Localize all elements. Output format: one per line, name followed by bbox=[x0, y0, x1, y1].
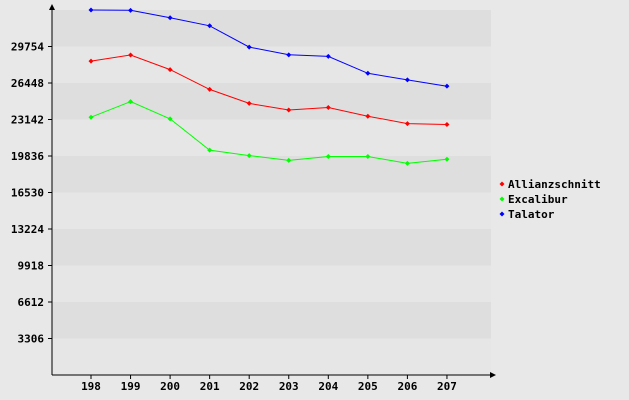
data-point bbox=[88, 114, 94, 120]
data-point bbox=[88, 58, 94, 64]
legend-label: Excalibur bbox=[508, 193, 568, 206]
data-point bbox=[325, 53, 331, 59]
series-talator bbox=[88, 7, 450, 89]
data-point bbox=[444, 156, 450, 162]
series-layer bbox=[88, 7, 450, 166]
grid-band bbox=[52, 46, 491, 83]
data-point bbox=[365, 113, 371, 119]
data-point bbox=[404, 121, 410, 127]
legend-marker-icon bbox=[499, 181, 505, 187]
data-point bbox=[444, 83, 450, 89]
legend-marker-icon bbox=[499, 196, 505, 202]
grid-band bbox=[52, 10, 491, 47]
x-tick-label: 203 bbox=[279, 380, 299, 393]
data-point bbox=[167, 15, 173, 21]
data-point bbox=[167, 116, 173, 122]
grid-band bbox=[52, 83, 491, 120]
data-point bbox=[246, 153, 252, 159]
data-point bbox=[88, 7, 94, 13]
series-line bbox=[90, 101, 447, 164]
data-point bbox=[167, 67, 173, 73]
x-tick-label: 202 bbox=[239, 380, 259, 393]
data-point bbox=[207, 23, 213, 29]
x-axis-arrow-icon bbox=[490, 372, 496, 378]
legend: Allianzschnitt Excalibur Talator bbox=[499, 178, 601, 221]
x-tick-label: 201 bbox=[200, 380, 220, 393]
y-tick-label: 16530 bbox=[11, 187, 44, 200]
data-point bbox=[246, 44, 252, 50]
data-point bbox=[286, 52, 292, 58]
data-point bbox=[128, 99, 134, 105]
x-tick-label: 200 bbox=[160, 380, 180, 393]
grid-band bbox=[52, 338, 491, 375]
x-tick-label: 204 bbox=[318, 380, 338, 393]
legend-marker-icon bbox=[499, 211, 505, 217]
x-tick-label: 207 bbox=[437, 380, 457, 393]
data-point bbox=[286, 107, 292, 113]
data-point bbox=[246, 100, 252, 106]
axes bbox=[49, 4, 496, 378]
data-point bbox=[404, 160, 410, 166]
y-tick-label: 26448 bbox=[11, 77, 44, 90]
y-tick-label: 19836 bbox=[11, 150, 44, 163]
grid-band bbox=[52, 119, 491, 156]
grid-bands bbox=[52, 10, 491, 375]
x-tick-label: 206 bbox=[397, 380, 417, 393]
data-point bbox=[325, 104, 331, 110]
x-tick-label: 205 bbox=[358, 380, 378, 393]
y-tick-label: 23142 bbox=[11, 114, 44, 127]
legend-item: Allianzschnitt bbox=[499, 178, 601, 191]
legend-label: Talator bbox=[508, 208, 555, 221]
y-tick-label: 9918 bbox=[18, 260, 45, 273]
data-point bbox=[404, 77, 410, 83]
grid-band bbox=[52, 192, 491, 229]
y-axis-arrow-icon bbox=[49, 4, 55, 10]
y-tick-label: 3306 bbox=[18, 333, 45, 346]
x-axis-ticks: 198 199 200 201 202 203 204 205 206 207 bbox=[81, 375, 457, 393]
legend-label: Allianzschnitt bbox=[508, 178, 601, 191]
grid-band bbox=[52, 229, 491, 266]
y-tick-label: 29754 bbox=[11, 41, 44, 54]
series-allianzschnitt bbox=[88, 52, 450, 127]
series-line bbox=[90, 9, 447, 87]
series-line bbox=[90, 54, 447, 125]
series-excalibur bbox=[88, 99, 450, 166]
data-point bbox=[207, 147, 213, 153]
x-tick-label: 199 bbox=[121, 380, 141, 393]
data-point bbox=[207, 86, 213, 92]
data-point bbox=[128, 7, 134, 13]
legend-item: Excalibur bbox=[499, 193, 568, 206]
x-tick-label: 198 bbox=[81, 380, 101, 393]
grid-band bbox=[52, 265, 491, 302]
y-tick-label: 6612 bbox=[18, 296, 45, 309]
y-tick-label: 13224 bbox=[11, 223, 44, 236]
data-point bbox=[444, 121, 450, 127]
grid-band bbox=[52, 302, 491, 339]
data-point bbox=[286, 157, 292, 163]
data-point bbox=[325, 154, 331, 160]
legend-item: Talator bbox=[499, 208, 555, 221]
y-axis-ticks: 3306 6612 9918 13224 16530 19836 23142 26448 297… bbox=[11, 41, 52, 346]
data-point bbox=[365, 70, 371, 76]
data-point bbox=[128, 52, 134, 58]
data-point bbox=[365, 154, 371, 160]
